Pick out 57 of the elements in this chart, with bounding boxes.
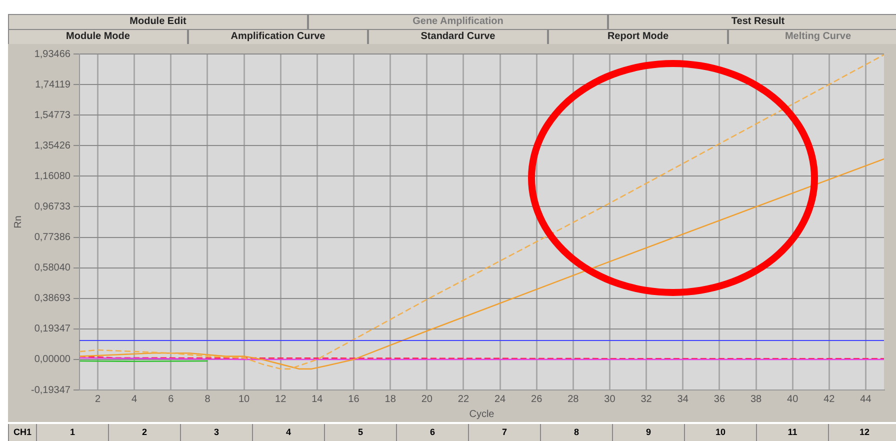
x-tick-label: 44 xyxy=(860,394,872,405)
x-tick-label: 42 xyxy=(824,394,836,405)
text: 7 xyxy=(468,424,540,441)
y-tick-label: -0,19347 xyxy=(30,384,71,396)
text: Melting Curve xyxy=(728,29,896,44)
x-tick-label: 18 xyxy=(384,394,396,405)
x-tick-label: 40 xyxy=(787,394,799,405)
text: 9 xyxy=(612,424,684,441)
y-tick-label: 0,96733 xyxy=(34,201,71,212)
text: Report Mode xyxy=(548,29,728,44)
x-tick-label: 30 xyxy=(604,394,616,405)
text: 5 xyxy=(324,424,396,441)
y-tick-label: 1,16080 xyxy=(34,170,71,182)
y-tick-label: 0,19347 xyxy=(34,324,71,335)
x-axis-title: Cycle xyxy=(469,408,495,420)
x-tick-label: 38 xyxy=(750,394,762,405)
x-tick-label: 14 xyxy=(312,394,324,405)
x-tick-label: 10 xyxy=(238,394,250,405)
text: 2 xyxy=(108,424,180,441)
y-tick-label: 1,35426 xyxy=(34,140,71,152)
y-tick-label: 0,38693 xyxy=(34,293,71,304)
x-tick-label: 24 xyxy=(494,394,506,405)
x-tick-label: 2 xyxy=(94,394,101,405)
x-tick-label: 36 xyxy=(714,394,726,405)
y-tick-label: 1,74119 xyxy=(35,79,71,90)
text: 4 xyxy=(252,424,324,441)
text: 6 xyxy=(396,424,468,441)
text: Test Result xyxy=(608,14,896,29)
x-tick-label: 20 xyxy=(421,394,433,405)
x-tick-label: 12 xyxy=(275,394,287,405)
x-tick-label: 4 xyxy=(132,394,138,405)
x-tick-label: 22 xyxy=(458,394,470,405)
text: 3 xyxy=(180,424,252,441)
text: CH1 xyxy=(8,424,36,441)
text: Standard Curve xyxy=(368,29,548,44)
y-tick-label: 0,77386 xyxy=(34,232,71,244)
text: Amplification Curve xyxy=(188,29,368,44)
x-tick-label: 32 xyxy=(640,394,652,405)
text: 11 xyxy=(756,424,828,441)
y-axis-title: Rn xyxy=(12,216,24,228)
y-tick-label: 0,58040 xyxy=(34,262,71,274)
y-tick-label: 0,00000 xyxy=(34,354,71,366)
x-tick-label: 6 xyxy=(168,394,174,405)
x-tick-label: 8 xyxy=(204,394,211,405)
x-tick-label: 34 xyxy=(677,394,689,405)
text: 8 xyxy=(540,424,612,441)
text: Gene Amplification xyxy=(308,14,608,29)
x-tick-label: 26 xyxy=(531,394,543,405)
text: 12 xyxy=(828,424,896,441)
text: Module Mode xyxy=(8,29,188,44)
text: 1 xyxy=(36,424,108,441)
x-tick-label: 28 xyxy=(568,394,580,405)
text: 10 xyxy=(684,424,756,441)
y-tick-label: 1,93466 xyxy=(34,48,71,60)
text: Module Edit xyxy=(8,14,308,29)
x-tick-label: 16 xyxy=(348,394,360,405)
y-tick-label: 1,54773 xyxy=(34,110,71,121)
